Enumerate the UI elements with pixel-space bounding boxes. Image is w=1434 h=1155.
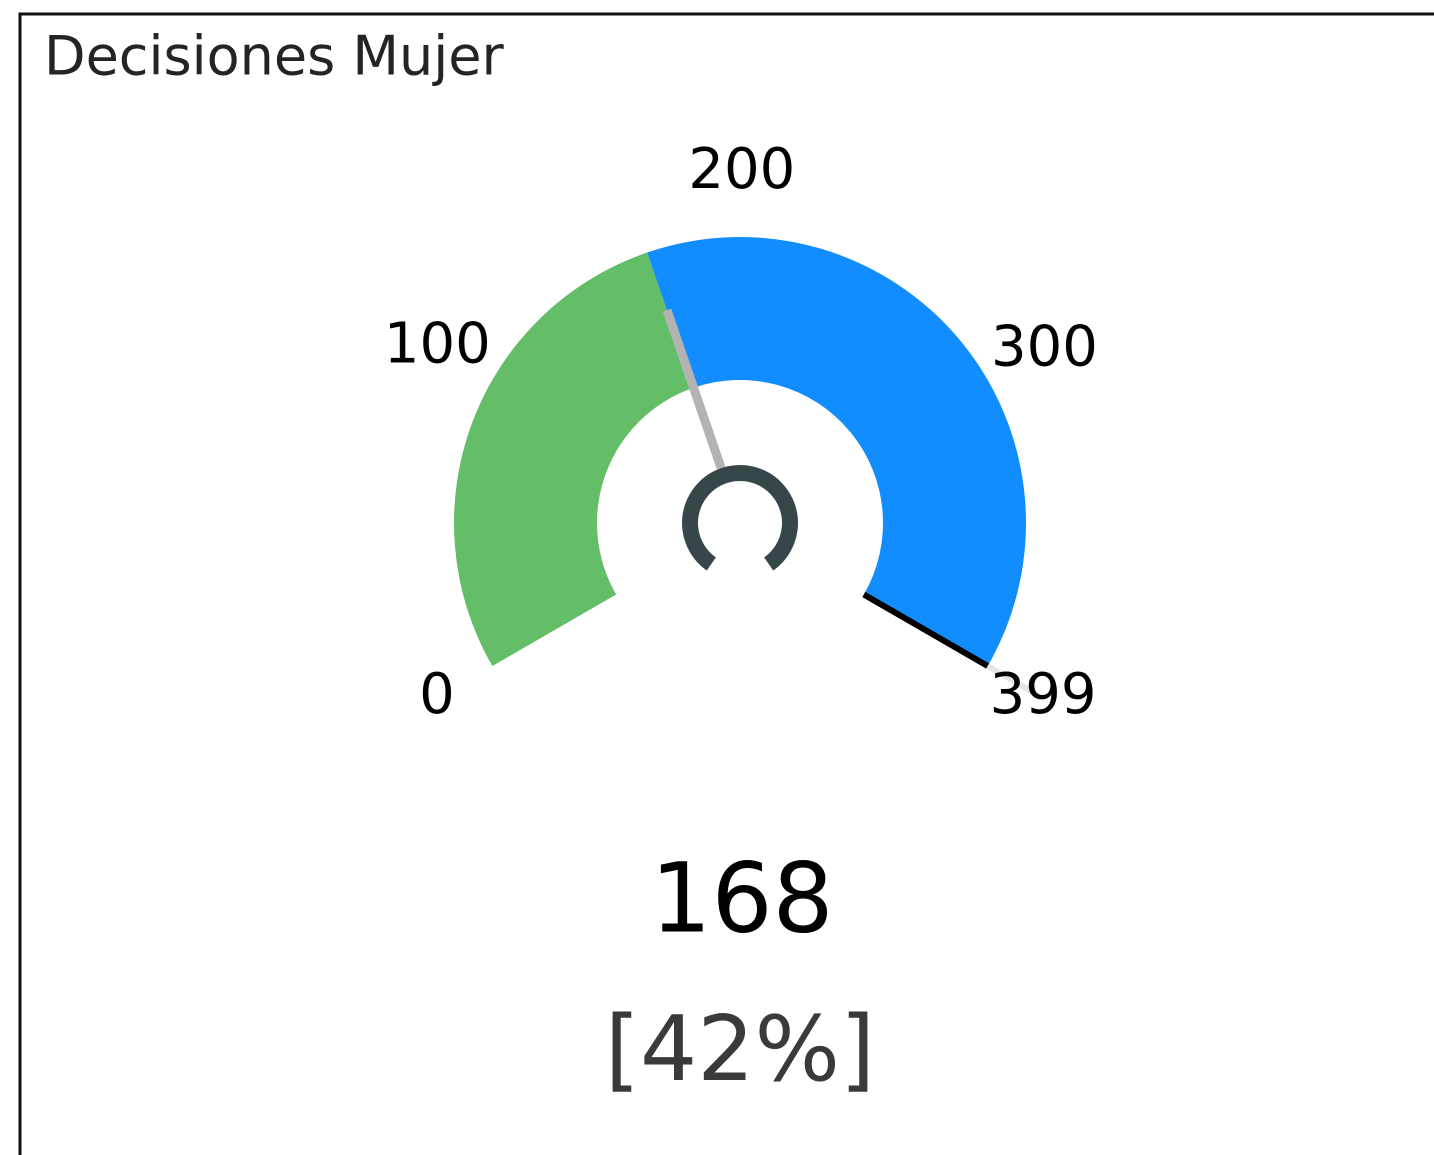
- tick-label: 200: [688, 137, 795, 202]
- chart-title: Decisiones Mujer: [44, 25, 504, 88]
- percent-label: [42%]: [605, 997, 875, 1102]
- max-leader: [986, 663, 1033, 694]
- tick-label: 100: [384, 311, 491, 376]
- tick-label: 0: [419, 662, 455, 727]
- tick-label: 300: [991, 315, 1098, 380]
- gauge-fill: [453, 252, 694, 666]
- visual-border: [18, 12, 1434, 1155]
- max-marker: [862, 591, 990, 669]
- value-label: 168: [650, 842, 833, 954]
- needle-hub: [682, 465, 798, 571]
- gauge-remainder: [647, 236, 1027, 666]
- tick-label: 399: [990, 662, 1097, 727]
- needle: [662, 308, 726, 470]
